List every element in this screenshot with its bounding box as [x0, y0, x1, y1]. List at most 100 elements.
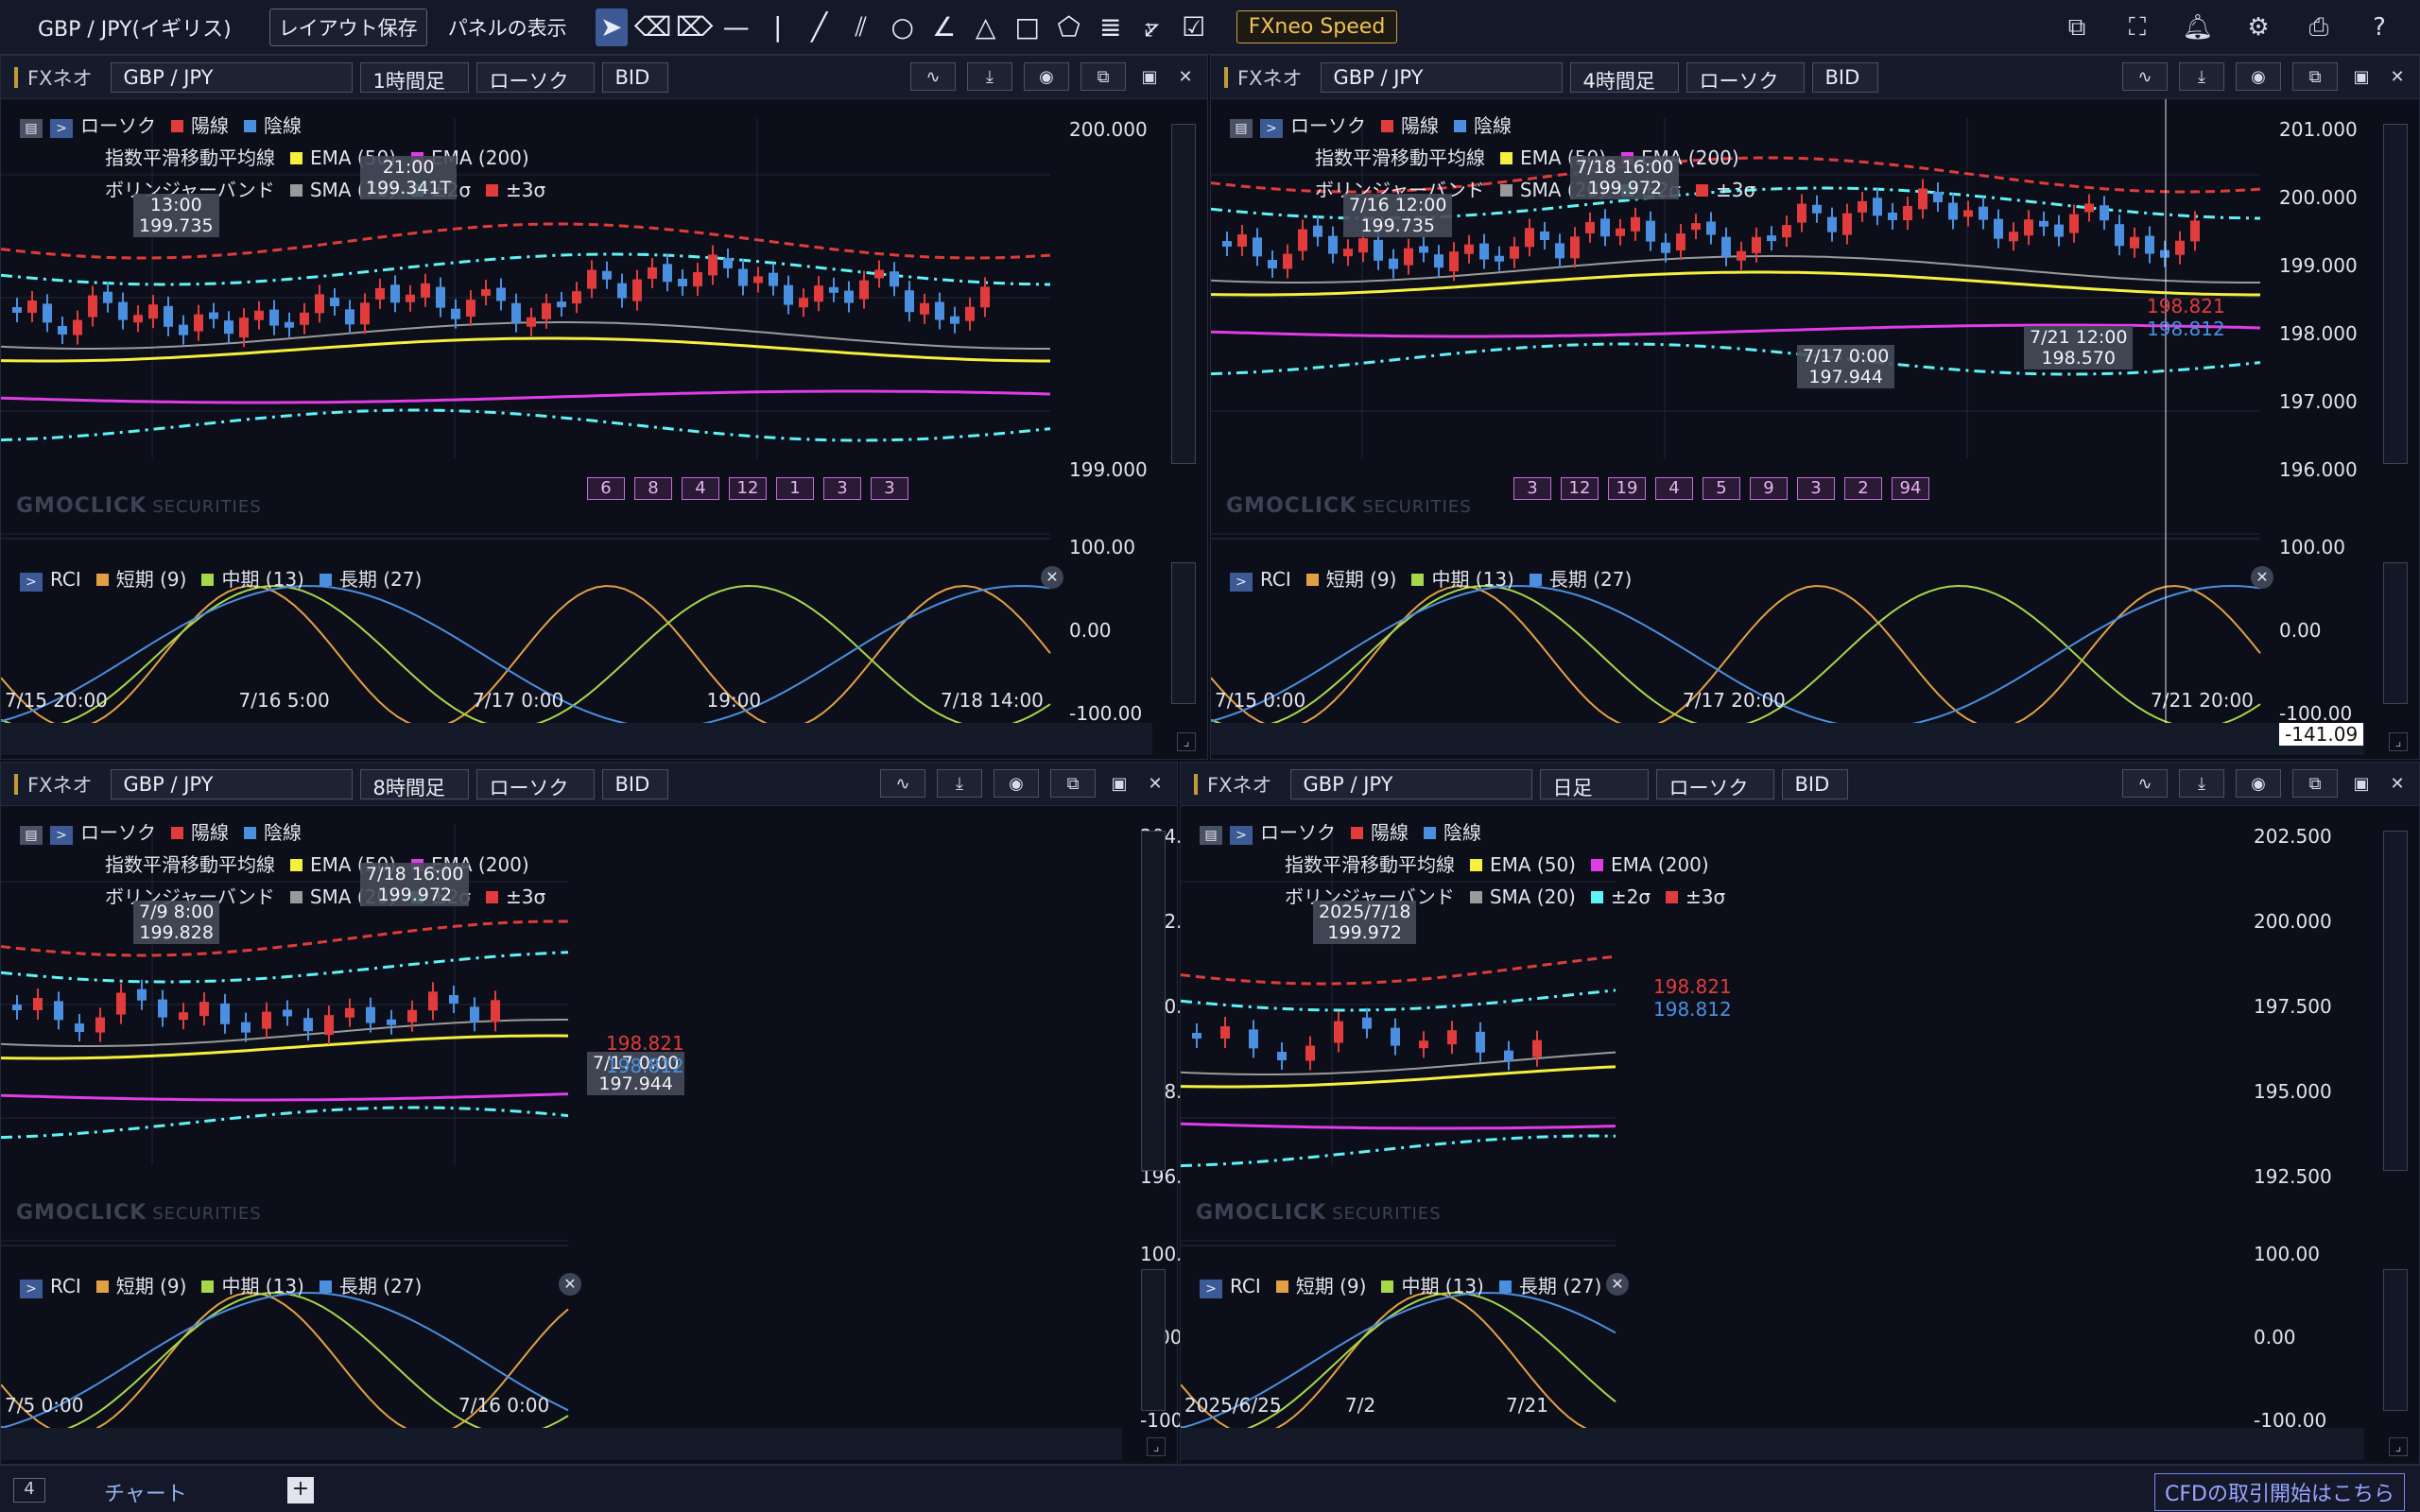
close-indicator-icon[interactable]: ✕: [559, 1273, 581, 1296]
vertical-line-icon[interactable]: |: [772, 11, 783, 43]
expand-icon[interactable]: >: [1260, 119, 1283, 138]
comment-icon[interactable]: ▤: [20, 826, 43, 845]
bell-icon[interactable]: 🔔︎: [2182, 13, 2214, 42]
rci-scrollbar[interactable]: [2383, 1269, 2408, 1411]
expand-icon[interactable]: >: [1200, 1280, 1222, 1298]
price-type-select[interactable]: BID: [602, 61, 669, 93]
rci-scrollbar[interactable]: [1171, 562, 1196, 704]
expand-icon[interactable]: >: [50, 119, 73, 138]
y-scrollbar[interactable]: [2383, 831, 2408, 1171]
fxneo-speed-button[interactable]: FXneo Speed: [1236, 10, 1398, 43]
close-icon[interactable]: ✕: [2390, 66, 2405, 87]
indicator-icon[interactable]: ∿: [2122, 769, 2168, 798]
chart-type-select[interactable]: ローソク: [1686, 61, 1806, 93]
expand-icon[interactable]: >: [50, 826, 73, 845]
drag-handle[interactable]: [1224, 66, 1228, 88]
fan-icon[interactable]: ⦫: [1144, 10, 1160, 43]
save-chart-icon[interactable]: ⤓: [937, 769, 982, 798]
maximize-icon[interactable]: ▣: [2353, 773, 2370, 794]
y-scrollbar[interactable]: [1141, 831, 1166, 1171]
circle-icon[interactable]: ○: [890, 11, 914, 43]
indicator-icon[interactable]: ∿: [910, 62, 956, 91]
duplicate-icon[interactable]: ⧉: [1080, 62, 1126, 91]
resize-corner-icon[interactable]: ⌟: [1177, 732, 1196, 751]
horizontal-line-icon[interactable]: —: [722, 11, 750, 43]
price-type-select[interactable]: BID: [1812, 61, 1879, 93]
rci-scrollbar[interactable]: [2383, 562, 2408, 704]
navigator-bar[interactable]: [1181, 1428, 2364, 1460]
indicator-icon[interactable]: ∿: [2122, 62, 2168, 91]
symbol-select[interactable]: GBP / JPY: [1321, 61, 1564, 93]
chart-svg[interactable]: [1, 806, 1179, 1466]
fullscreen-icon[interactable]: ⛶: [2128, 12, 2147, 42]
gear-icon[interactable]: ⚙: [2247, 13, 2270, 42]
drag-handle[interactable]: [1194, 773, 1198, 795]
close-icon[interactable]: ✕: [2390, 773, 2405, 794]
save-chart-icon[interactable]: ⤓: [2179, 769, 2224, 798]
camera-icon[interactable]: ◉: [994, 769, 1039, 798]
expand-icon[interactable]: >: [20, 573, 43, 592]
checkbox-icon[interactable]: ☑: [1182, 11, 1206, 43]
close-indicator-icon[interactable]: ✕: [2251, 566, 2273, 589]
chart-type-select[interactable]: ローソク: [476, 768, 596, 799]
maximize-icon[interactable]: ▣: [1141, 66, 1158, 87]
navigator-bar[interactable]: [1, 1428, 1122, 1460]
symbol-select[interactable]: GBP / JPY: [1290, 768, 1533, 799]
tab-chart[interactable]: チャート: [104, 1483, 187, 1506]
add-tab-icon[interactable]: +: [287, 1477, 314, 1503]
close-icon[interactable]: ✕: [1178, 66, 1193, 87]
chart-svg[interactable]: [1211, 99, 2420, 761]
help-icon[interactable]: ?: [2373, 13, 2386, 42]
expand-icon[interactable]: >: [20, 1280, 43, 1298]
timeframe-select[interactable]: 8時間足: [360, 768, 470, 799]
close-indicator-icon[interactable]: ✕: [1041, 566, 1063, 589]
symbol-select[interactable]: GBP / JPY: [111, 61, 354, 93]
print-icon[interactable]: ⎙: [2308, 12, 2329, 42]
drag-handle[interactable]: [14, 66, 18, 88]
save-chart-icon[interactable]: ⤓: [2179, 62, 2224, 91]
indicator-icon[interactable]: ∿: [880, 769, 925, 798]
chart-type-select[interactable]: ローソク: [1656, 768, 1775, 799]
comment-icon[interactable]: ▤: [1230, 119, 1253, 138]
duplicate-icon[interactable]: ⧉: [2292, 62, 2338, 91]
timeframe-select[interactable]: 日足: [1540, 768, 1650, 799]
save-chart-icon[interactable]: ⤓: [967, 62, 1012, 91]
timeframe-select[interactable]: 4時間足: [1570, 61, 1680, 93]
price-type-select[interactable]: BID: [1782, 768, 1849, 799]
expand-icon[interactable]: >: [1230, 573, 1253, 592]
drag-handle[interactable]: [14, 773, 18, 795]
price-type-select[interactable]: BID: [602, 768, 669, 799]
duplicate-icon[interactable]: ⧉: [1050, 769, 1096, 798]
navigator-bar[interactable]: [1211, 723, 2364, 755]
comment-icon[interactable]: ▤: [20, 119, 43, 138]
close-icon[interactable]: ✕: [1148, 773, 1163, 794]
rectangle-icon[interactable]: □: [1014, 11, 1040, 43]
angle-icon[interactable]: ∠: [932, 11, 957, 43]
eraser-all-icon[interactable]: ⌦: [675, 11, 714, 43]
parallel-lines-icon[interactable]: ⫽: [855, 10, 867, 43]
layout-icon[interactable]: ⧉: [2067, 12, 2086, 42]
y-scrollbar[interactable]: [2383, 124, 2408, 464]
trend-line-icon[interactable]: ╱: [811, 11, 828, 43]
expand-icon[interactable]: >: [1230, 826, 1253, 845]
chart-svg[interactable]: [1181, 806, 2420, 1466]
resize-corner-icon[interactable]: ⌟: [2389, 1437, 2408, 1456]
fibonacci-icon[interactable]: ≣: [1098, 11, 1122, 43]
rci-scrollbar[interactable]: [1141, 1269, 1166, 1411]
pentagon-icon[interactable]: ⬠: [1057, 11, 1080, 43]
comment-icon[interactable]: ▤: [1200, 826, 1222, 845]
panel-display-menu[interactable]: パネルの表示: [447, 16, 567, 40]
y-scrollbar[interactable]: [1171, 124, 1196, 464]
close-indicator-icon[interactable]: ✕: [1606, 1273, 1629, 1296]
resize-corner-icon[interactable]: ⌟: [1147, 1437, 1166, 1456]
symbol-select[interactable]: GBP / JPY: [111, 768, 354, 799]
maximize-icon[interactable]: ▣: [1111, 773, 1128, 794]
triangle-icon[interactable]: △: [975, 11, 996, 43]
camera-icon[interactable]: ◉: [1024, 62, 1069, 91]
pointer-tool-icon[interactable]: ➤: [595, 8, 628, 46]
cfd-button[interactable]: CFDの取引開始はこちら: [2154, 1473, 2405, 1511]
camera-icon[interactable]: ◉: [2236, 769, 2281, 798]
save-layout-button[interactable]: レイアウト保存: [268, 8, 427, 46]
navigator-bar[interactable]: [1, 723, 1152, 755]
eraser-icon[interactable]: ⌫: [633, 11, 672, 43]
